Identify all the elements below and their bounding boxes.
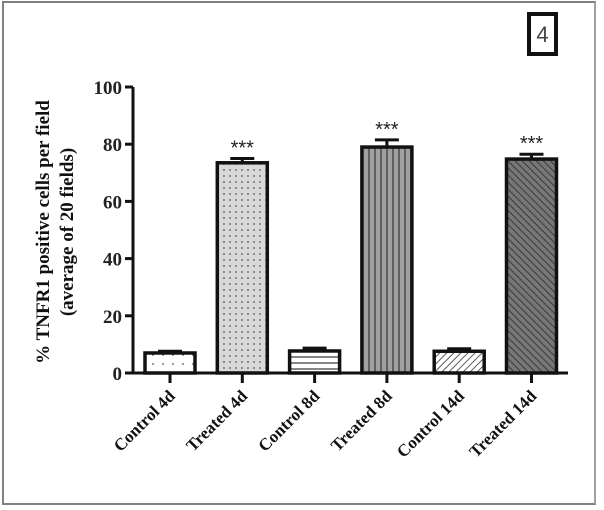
bar-treated-8d <box>360 145 414 375</box>
y-axis-label: % TNFR1 positive cells per field <box>33 100 54 364</box>
x-category-label: Treated 8d <box>327 386 396 455</box>
y-tick-label: 80 <box>103 135 122 156</box>
x-category-label: Control 4d <box>110 386 179 455</box>
bar-control-8d <box>287 349 342 375</box>
figure-frame <box>2 1 596 505</box>
y-tick-label: 20 <box>103 307 122 328</box>
bar-control-4d <box>143 351 197 375</box>
y-tick-label: 40 <box>103 250 122 271</box>
y-tick-label: 100 <box>94 78 123 99</box>
panel-label: 4 <box>536 22 548 47</box>
y-axis-label-line2: (average of 20 fields) <box>57 148 78 316</box>
panel-label-box <box>527 12 558 56</box>
y-tick-label: 0 <box>113 364 123 385</box>
significance-marker: *** <box>231 138 255 160</box>
x-category-label: Treated 14d <box>466 386 541 461</box>
bar-control-14d <box>432 349 486 375</box>
significance-marker: *** <box>520 133 544 155</box>
significance-marker: *** <box>375 119 399 141</box>
x-category-label: Control 8d <box>254 386 323 455</box>
y-tick-label: 60 <box>103 192 122 213</box>
bar-treated-4d <box>215 161 270 375</box>
bar-treated-14d <box>504 157 559 375</box>
x-category-label: Control 14d <box>393 386 468 461</box>
x-category-label: Treated 4d <box>182 386 251 455</box>
